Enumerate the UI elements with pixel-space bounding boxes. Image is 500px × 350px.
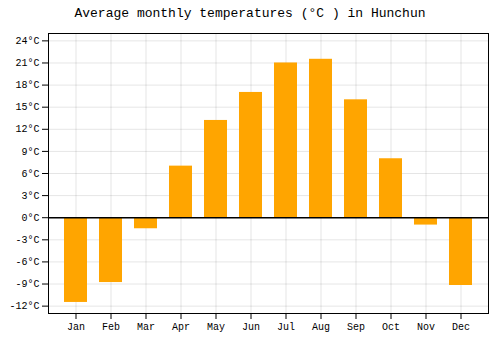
svg-text:Aug: Aug [312,322,330,333]
svg-text:24°C: 24°C [15,36,39,47]
svg-text:Feb: Feb [102,322,120,333]
svg-text:Mar: Mar [137,322,155,333]
svg-text:15°C: 15°C [15,102,39,113]
svg-text:Jul: Jul [277,322,295,333]
svg-text:21°C: 21°C [15,58,39,69]
html-text:Average monthly temperatures (: Average monthly temperatures (°C ) in Hu… [74,6,426,21]
svg-text:3°C: 3°C [21,191,39,202]
svg-text:0°C: 0°C [21,213,39,224]
svg-text:Dec: Dec [452,322,470,333]
svg-text:May: May [207,322,225,333]
svg-text:-3°C: -3°C [15,235,39,246]
svg-text:18°C: 18°C [15,80,39,91]
svg-text:Sep: Sep [347,322,365,333]
svg-text:9°C: 9°C [21,147,39,158]
svg-text:Apr: Apr [172,322,190,333]
svg-text:-12°C: -12°C [9,301,39,312]
svg-text:Jan: Jan [67,322,85,333]
svg-text:-9°C: -9°C [15,279,39,290]
svg-text:Oct: Oct [382,322,400,333]
svg-text:Nov: Nov [417,322,435,333]
svg-text:Jun: Jun [242,322,260,333]
svg-text:-6°C: -6°C [15,257,39,268]
svg-text:6°C: 6°C [21,169,39,180]
svg-text:12°C: 12°C [15,124,39,135]
